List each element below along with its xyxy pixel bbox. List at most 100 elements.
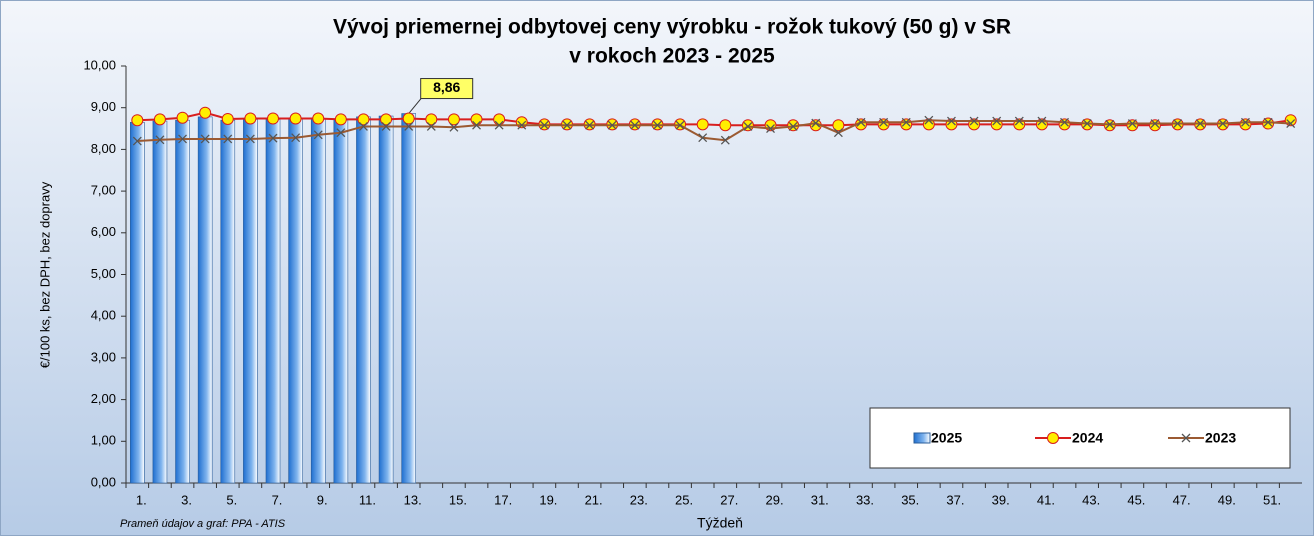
point xyxy=(244,112,257,125)
x-tick-label: 35. xyxy=(901,492,919,507)
point xyxy=(447,113,460,126)
x-tick-label: 9. xyxy=(317,492,328,507)
point xyxy=(381,122,391,131)
x-tick-label: 17. xyxy=(494,492,512,507)
y-tick-label: 8,00 xyxy=(91,141,116,156)
point xyxy=(922,118,935,131)
y-tick-label: 7,00 xyxy=(91,183,116,198)
point xyxy=(494,120,504,130)
y-tick-label: 5,00 xyxy=(91,266,116,281)
point xyxy=(698,133,708,143)
x-tick-label: 15. xyxy=(449,492,467,507)
x-tick-label: 45. xyxy=(1127,492,1145,507)
y-axis-label: €/100 ks, bez DPH, bez dopravy xyxy=(37,181,52,368)
point xyxy=(1105,119,1115,129)
point xyxy=(562,120,572,130)
point xyxy=(268,133,278,143)
point xyxy=(696,118,709,131)
x-tick-label: 31. xyxy=(811,492,829,507)
point xyxy=(517,120,527,130)
point xyxy=(630,120,640,130)
point xyxy=(470,113,483,126)
point xyxy=(1241,117,1250,127)
bar xyxy=(175,119,190,484)
point xyxy=(221,112,234,125)
x-tick-label: 23. xyxy=(630,492,648,507)
y-tick-label: 2,00 xyxy=(91,391,116,406)
bar xyxy=(310,118,326,484)
bar xyxy=(401,113,417,484)
point xyxy=(357,113,370,126)
point xyxy=(199,106,212,119)
bar xyxy=(356,116,371,484)
point xyxy=(313,130,323,140)
point xyxy=(155,135,165,145)
point xyxy=(380,113,393,126)
x-tick-label: 25. xyxy=(675,492,693,507)
x-tick-label: 1. xyxy=(136,492,147,507)
x-tick-label: 37. xyxy=(946,492,964,507)
x-tick-label: 33. xyxy=(856,492,874,507)
x-tick-label: 41. xyxy=(1037,492,1055,507)
point xyxy=(359,122,368,131)
bar xyxy=(265,119,281,484)
line xyxy=(137,119,1291,143)
point xyxy=(404,122,414,131)
point xyxy=(1082,119,1092,129)
point xyxy=(900,118,913,131)
label-box xyxy=(420,78,474,100)
bar xyxy=(288,118,303,484)
legend-label: 2025 xyxy=(931,430,962,446)
x-tick-label: 7. xyxy=(272,492,283,507)
point xyxy=(992,116,1002,126)
legend-label: 2023 xyxy=(1205,430,1236,446)
bar xyxy=(197,116,213,484)
point xyxy=(267,112,279,125)
chart-title: Vývoj priemernej odbytovej ceny výrobku … xyxy=(333,16,1011,39)
point xyxy=(877,118,890,131)
point xyxy=(924,115,934,125)
point xyxy=(245,134,255,144)
x-tick-label: 27. xyxy=(720,492,738,507)
point xyxy=(178,134,187,144)
label-leader xyxy=(408,96,424,114)
point xyxy=(947,116,956,126)
bar xyxy=(333,118,349,484)
point xyxy=(1060,117,1069,127)
point xyxy=(449,122,459,132)
point xyxy=(969,116,979,126)
point xyxy=(1058,118,1071,131)
bar xyxy=(378,115,394,484)
point xyxy=(402,112,415,125)
bar xyxy=(243,119,258,484)
point xyxy=(289,112,302,125)
point xyxy=(879,117,889,127)
bar xyxy=(129,121,145,484)
legend-swatch xyxy=(913,432,931,444)
point xyxy=(743,122,753,131)
point xyxy=(176,111,189,124)
x-tick-label: 47. xyxy=(1173,492,1191,507)
legend-marker xyxy=(1047,432,1059,444)
x-tick-label: 43. xyxy=(1082,492,1100,507)
point xyxy=(223,134,233,144)
point xyxy=(833,128,843,138)
chart-title: v rokoch 2023 - 2025 xyxy=(569,45,775,68)
point xyxy=(1239,118,1252,131)
point xyxy=(788,122,798,131)
point xyxy=(720,135,730,145)
point xyxy=(1218,119,1228,129)
x-tick-label: 29. xyxy=(765,492,783,507)
point xyxy=(200,134,210,144)
legend-marker xyxy=(1181,433,1191,443)
point xyxy=(856,117,866,127)
point xyxy=(1263,117,1273,127)
x-tick-label: 5. xyxy=(226,492,237,507)
point xyxy=(425,113,438,126)
y-tick-label: 6,00 xyxy=(91,224,116,239)
point xyxy=(811,118,821,128)
bar xyxy=(220,119,236,484)
point xyxy=(1126,119,1139,132)
